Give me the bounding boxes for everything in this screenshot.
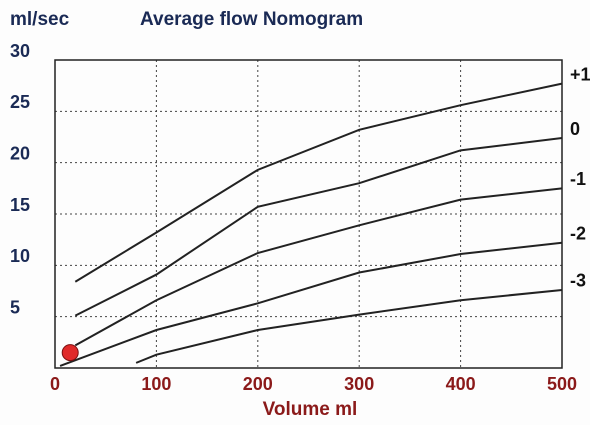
series-line [74, 187, 563, 347]
x-axis-label: Volume ml [263, 399, 358, 420]
x-tick-label: 200 [243, 374, 273, 394]
y-tick-label: 5 [10, 297, 20, 317]
series-label: -1 [570, 169, 586, 189]
x-tick-label: 100 [141, 374, 171, 394]
series-label: -3 [570, 271, 586, 291]
series-line [135, 288, 563, 364]
x-tick-label: 300 [344, 374, 374, 394]
plot-frame [54, 59, 563, 369]
x-tick-label: 500 [547, 374, 577, 394]
series-label: +1 [570, 64, 590, 84]
y-tick-label: 15 [10, 195, 30, 215]
series-label: -2 [570, 223, 586, 243]
y-axis-label: ml/sec [10, 9, 70, 30]
y-tick-label: 20 [10, 143, 30, 163]
y-tick-label: 10 [10, 246, 30, 266]
y-tick-label: 25 [10, 92, 30, 112]
series-label: 0 [570, 119, 580, 139]
x-tick-label: 0 [50, 374, 60, 394]
series-line [74, 137, 563, 317]
x-tick-label: 400 [446, 374, 476, 394]
y-tick-label: 30 [10, 41, 30, 61]
series-line [74, 82, 563, 283]
marker-dot [61, 344, 79, 362]
series-line [59, 241, 563, 367]
chart-title: Average flow Nomogram [140, 9, 363, 30]
